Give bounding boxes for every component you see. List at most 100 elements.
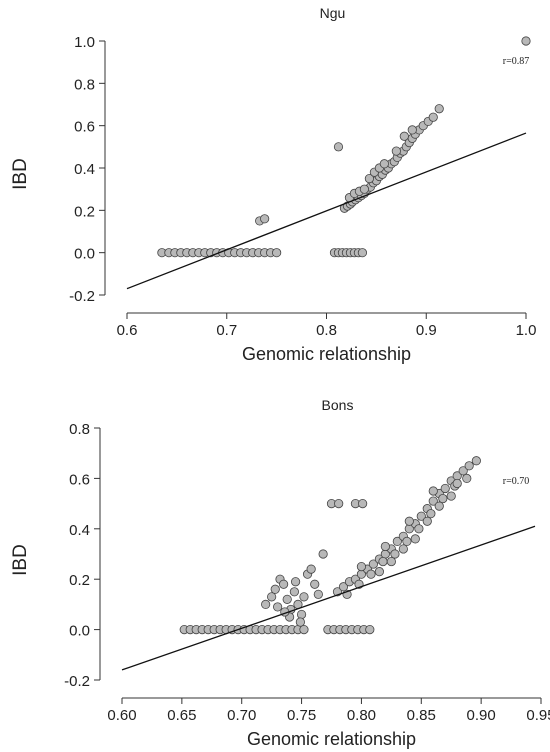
- x-tick-label: 0.7: [216, 322, 237, 339]
- data-point: [299, 592, 309, 602]
- regression-line: [121, 525, 536, 671]
- data-point: [452, 478, 462, 489]
- data-point: [440, 483, 450, 494]
- data-point: [410, 534, 420, 544]
- data-point: [299, 624, 309, 635]
- x-tick-label: 0.85: [407, 707, 436, 724]
- x-tick-label: 0.6: [117, 322, 138, 339]
- data-point: [407, 125, 417, 135]
- data-point: [306, 564, 316, 574]
- x-tick-label: 0.80: [347, 707, 376, 724]
- x-tick-label: 0.90: [467, 707, 496, 724]
- data-point: [434, 501, 444, 511]
- data-point: [374, 567, 384, 577]
- y-tick-label: 1.0: [74, 34, 95, 51]
- y-tick-label: 0.4: [74, 161, 95, 178]
- data-point: [270, 584, 280, 594]
- data-point: [273, 602, 283, 612]
- x-tick-label: 0.70: [227, 707, 256, 724]
- y-axis-label: IBD: [10, 544, 31, 576]
- data-point: [334, 498, 344, 509]
- data-point: [295, 617, 305, 627]
- y-tick-label: -0.2: [64, 673, 90, 690]
- y-tick-label: 0.6: [69, 471, 90, 488]
- chart-title: Ngu: [320, 5, 346, 21]
- data-point: [318, 549, 328, 559]
- data-point: [279, 579, 289, 589]
- chart-title: Bons: [322, 397, 354, 413]
- data-point: [313, 589, 323, 599]
- data-point: [398, 544, 408, 554]
- data-point: [356, 561, 367, 572]
- data-point: [289, 587, 299, 597]
- y-tick-label: 0.2: [74, 203, 95, 220]
- data-point: [357, 248, 368, 258]
- x-tick-label: 0.75: [287, 707, 316, 724]
- correlation-annotation: r=0.87: [503, 56, 529, 67]
- y-tick-label: 0.6: [74, 119, 95, 136]
- data-point: [296, 609, 307, 620]
- x-tick-label: 0.8: [316, 322, 337, 339]
- data-point: [366, 569, 376, 579]
- data-point: [414, 524, 424, 534]
- x-axis-label: Genomic relationship: [247, 729, 416, 749]
- data-point: [290, 577, 301, 587]
- y-tick-label: 0.2: [69, 572, 90, 589]
- data-point: [310, 579, 320, 589]
- data-point: [390, 549, 400, 559]
- data-point: [428, 112, 438, 122]
- x-tick-label: 1.0: [516, 322, 537, 339]
- data-point: [434, 104, 444, 114]
- data-point: [359, 184, 370, 194]
- data-point: [399, 131, 409, 141]
- data-point: [428, 496, 438, 506]
- data-point: [428, 486, 438, 496]
- data-point: [365, 624, 375, 635]
- data-point: [404, 516, 414, 526]
- scatter-panel-ngu: Ngu 0.6 0.7 0.8 0.9 1.0 -0.2 0.0 0.2 0.4 0.6 0.8 1.0…: [10, 5, 536, 364]
- x-axis-label: Genomic relationship: [242, 344, 411, 364]
- y-tick-label: 0.8: [69, 421, 90, 438]
- data-point: [333, 142, 344, 152]
- scatter-panel-bons: Bons 0.60 0.65 0.70 0.75 0.80 0.85 0.90 0.95 -0.2…: [10, 397, 550, 749]
- data-point: [446, 491, 456, 501]
- data-point: [462, 473, 472, 483]
- y-tick-label: 0.8: [74, 76, 95, 93]
- data-point: [368, 559, 378, 569]
- x-tick-label: 0.65: [167, 707, 196, 724]
- x-tick-label: 0.95: [526, 707, 550, 724]
- data-point: [260, 214, 270, 224]
- data-point: [272, 248, 282, 258]
- data-point: [261, 599, 271, 610]
- data-point: [392, 536, 402, 547]
- data-point: [338, 582, 349, 592]
- data-point: [364, 173, 374, 184]
- y-tick-label: 0.0: [74, 246, 95, 263]
- data-point: [402, 536, 412, 547]
- data-point: [267, 592, 277, 602]
- data-point: [426, 509, 436, 519]
- data-point: [458, 466, 468, 476]
- data-point: [391, 146, 401, 156]
- data-point: [416, 511, 426, 521]
- y-tick-label: -0.2: [69, 288, 95, 305]
- data-point: [380, 541, 390, 552]
- data-point: [521, 36, 531, 46]
- data-point: [379, 159, 389, 169]
- data-point: [438, 493, 448, 504]
- data-point: [471, 456, 481, 466]
- data-point: [378, 556, 388, 567]
- correlation-annotation: r=0.70: [503, 476, 529, 487]
- x-tick-label: 0.60: [107, 707, 136, 724]
- data-point: [422, 516, 432, 526]
- y-tick-label: 0.0: [69, 623, 90, 640]
- data-point: [358, 498, 368, 509]
- data-point: [386, 556, 396, 567]
- regression-line: [126, 132, 527, 290]
- data-point: [282, 594, 292, 604]
- y-axis-label: IBD: [10, 158, 31, 190]
- data-point: [464, 461, 474, 471]
- x-tick-label: 0.9: [416, 322, 437, 339]
- y-tick-label: 0.4: [69, 522, 90, 539]
